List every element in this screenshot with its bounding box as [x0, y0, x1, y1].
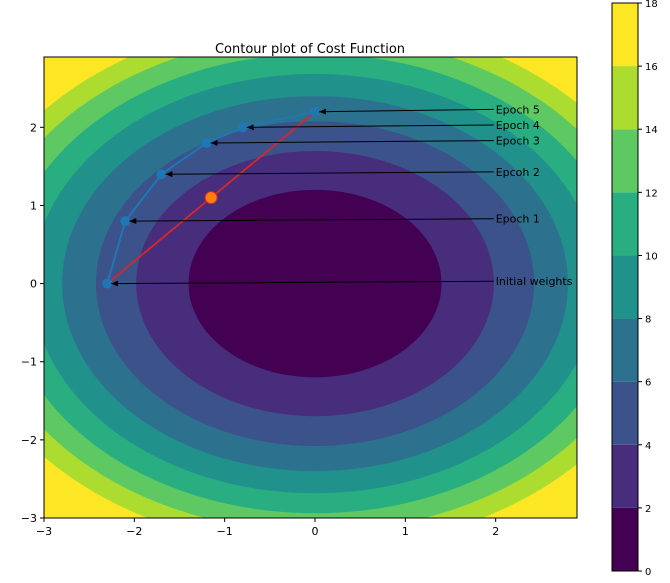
plot-frame [43, 56, 578, 519]
colorbar-tick-label-5: 10 [645, 251, 658, 262]
contour-band-0 [188, 189, 442, 378]
y-axis: −3 −2 −1 0 1 2 [21, 121, 44, 525]
highlight-point [204, 191, 218, 205]
path-point-1 [120, 216, 131, 227]
colorbar-tick-label-0: 0 [645, 567, 651, 578]
colorbar: 0 2 4 6 8 10 12 14 16 18 [611, 0, 658, 578]
x-tick-label-1: −2 [126, 525, 142, 538]
gradient-path-layer [102, 106, 321, 289]
path-point-0 [102, 278, 113, 289]
annotation-arrow-0 [111, 280, 494, 287]
annotation-arrow-4 [246, 124, 494, 131]
path-point-4 [237, 122, 248, 133]
annotation-label-4: Epoch 4 [496, 119, 540, 132]
x-tick-label-5: 2 [492, 525, 499, 538]
annotation-label-5: Epoch 5 [496, 103, 540, 116]
y-tick-label-2: −1 [21, 356, 37, 369]
y-tick-label-3: 0 [30, 278, 37, 291]
colorbar-segment-1 [612, 444, 638, 508]
path-point-5 [310, 106, 321, 117]
x-tick-label-2: −1 [217, 525, 233, 538]
colorbar-segment-4 [612, 255, 638, 319]
colorbar-tick-label-6: 12 [645, 188, 658, 199]
y-tick-label-4: 1 [30, 199, 37, 212]
x-tick-label-0: −3 [36, 525, 52, 538]
annotation-label-1: Epoch 1 [496, 213, 540, 226]
colorbar-tick-label-8: 16 [645, 62, 658, 73]
annotation-arrow-1 [129, 218, 494, 225]
annotation-label-2: Epcoh 2 [496, 166, 540, 179]
annotation-arrow-3 [210, 139, 494, 146]
gradient-path-line [106, 110, 316, 284]
annotation-label-0: Initial weights [496, 275, 573, 288]
colorbar-tick-label-4: 8 [645, 315, 651, 326]
colorbar-segment-7 [612, 66, 638, 130]
colorbar-tick-label-2: 4 [645, 441, 651, 452]
x-tick-label-3: 0 [312, 525, 319, 538]
x-axis: −3 −2 −1 0 1 2 [36, 518, 499, 538]
annotation-arrow-5 [319, 108, 494, 115]
colorbar-tick-label-1: 2 [645, 504, 651, 515]
chart-title: Contour plot of Cost Function [215, 42, 405, 57]
colorbar-frame [611, 2, 639, 572]
colorbar-tick-label-7: 14 [645, 125, 658, 136]
path-point-2 [156, 169, 167, 180]
colorbar-segment-0 [612, 507, 638, 571]
y-tick-label-1: −2 [21, 434, 37, 447]
path-point-3 [201, 137, 212, 148]
annotation-label-3: Epoch 3 [496, 135, 540, 148]
colorbar-segment-2 [612, 381, 638, 445]
colorbar-tick-label-3: 6 [645, 378, 651, 389]
colorbar-tick-label-9: 18 [645, 0, 658, 10]
colorbar-segment-8 [612, 3, 638, 67]
y-tick-label-5: 2 [30, 121, 37, 134]
colorbar-segment-5 [612, 192, 638, 256]
annotation-layer: Initial weights Epoch 1 Epcoh 2 Epoch 3 Epoc… [111, 103, 573, 288]
colorbar-segment-6 [612, 129, 638, 193]
annotation-arrow-2 [165, 171, 494, 178]
y-tick-label-0: −3 [21, 512, 37, 525]
colorbar-segment-3 [612, 318, 638, 382]
x-tick-label-4: 1 [402, 525, 409, 538]
